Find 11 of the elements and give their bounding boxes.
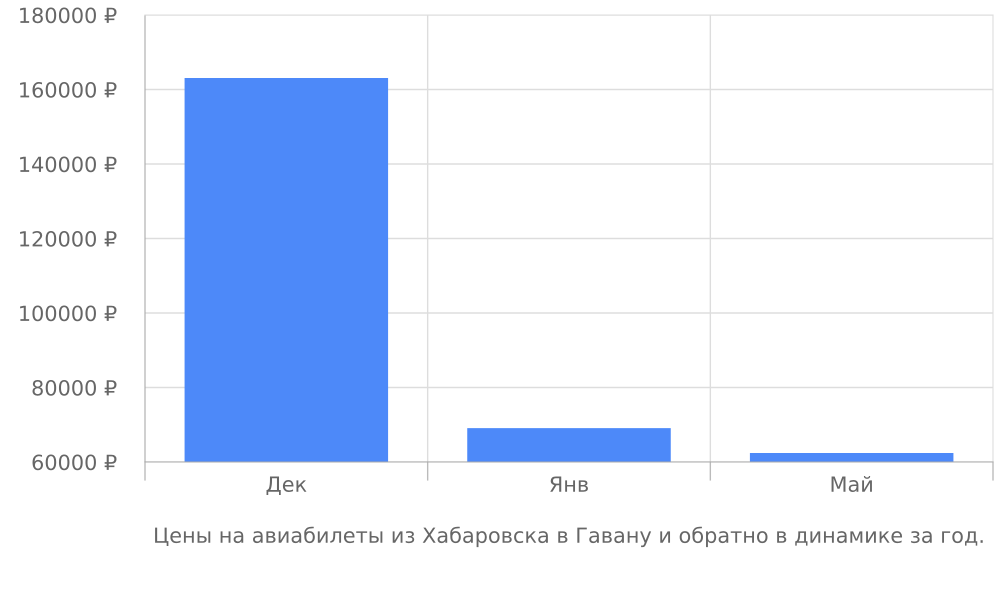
y-tick-label: 80000 ₽ (32, 380, 117, 396)
y-tick-label: 160000 ₽ (20, 82, 117, 98)
y-tick-label: 120000 ₽ (20, 230, 117, 247)
x-axis-title: Цены на авиабилеты из Хабаровска в Гавану и обратно в динамике за год. (155, 526, 983, 548)
y-tick-label: 180000 ₽ (20, 7, 117, 24)
y-tick-label: 100000 ₽ (20, 305, 117, 322)
x-tick-label: Май (832, 476, 872, 492)
y-tick-label: 140000 ₽ (20, 156, 117, 172)
x-tick-label: Дек (266, 476, 306, 495)
y-tick-label: 60000 ₽ (32, 454, 117, 470)
x-tick-label: Янв (550, 476, 588, 492)
